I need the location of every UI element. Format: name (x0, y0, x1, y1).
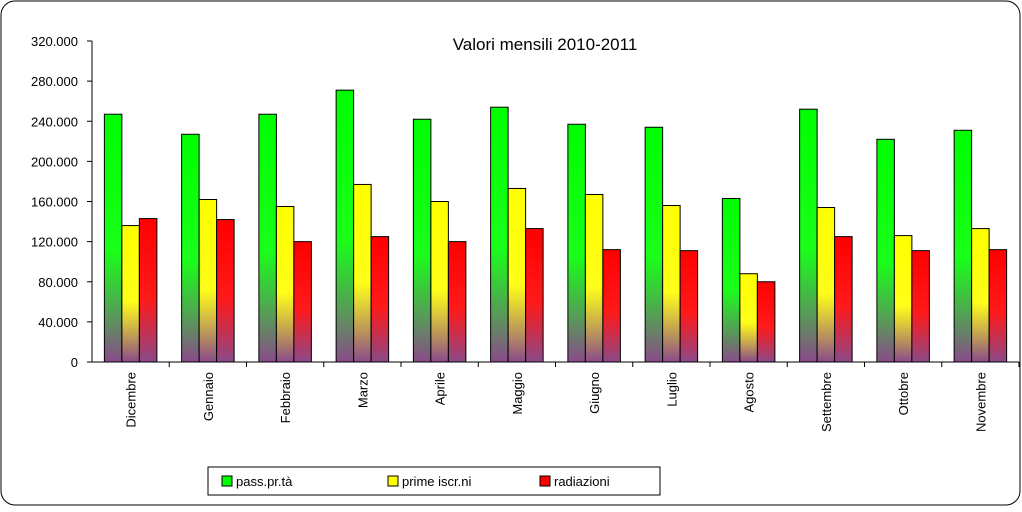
legend-swatch (387, 475, 399, 487)
bar (911, 250, 930, 363)
legend-label: radiazioni (554, 474, 610, 489)
bar (739, 273, 758, 363)
legend-label: prime iscr.ni (402, 474, 471, 489)
bar (602, 249, 621, 363)
bar (275, 206, 295, 363)
x-tick-label: Luglio (664, 372, 679, 407)
bar (103, 113, 123, 363)
bar (412, 118, 432, 363)
bar (799, 108, 818, 363)
bar (567, 123, 586, 363)
bar (353, 183, 372, 363)
bar (258, 113, 277, 363)
y-tick-label: 0 (71, 355, 78, 370)
bar (893, 235, 913, 363)
bar (216, 219, 235, 363)
bar (121, 225, 140, 363)
legend-box (207, 466, 661, 496)
bar (507, 187, 527, 363)
bar (679, 250, 699, 363)
y-tick-label: 80.000 (38, 275, 78, 290)
chart-title: Valori mensili 2010-2011 (453, 35, 638, 54)
x-tick-label: Ottobre (896, 372, 911, 415)
bar (662, 205, 681, 363)
bar (721, 197, 741, 363)
bar (370, 236, 390, 363)
x-tick-label: Gennaio (201, 372, 216, 421)
legend: pass.pr.tà prime iscr.ni radiazioni (207, 466, 661, 496)
bar (198, 198, 218, 363)
y-tick-label: 160.000 (31, 195, 78, 210)
bar (138, 218, 158, 363)
legend-swatch (539, 475, 551, 487)
bar (430, 201, 449, 363)
y-tick-label: 280.000 (31, 74, 78, 89)
bar (490, 106, 509, 363)
bar (181, 133, 200, 363)
bar (447, 241, 467, 363)
x-tick-label: Marzo (355, 372, 370, 408)
y-tick-label: 120.000 (31, 235, 78, 250)
x-tick-label: Maggio (510, 372, 525, 415)
x-tick-label: Settembre (819, 372, 834, 432)
x-tick-label: Aprile (433, 372, 448, 405)
bar (953, 129, 973, 363)
x-tick-label: Novembre (973, 372, 988, 432)
x-tick-label: Giugno (587, 372, 602, 414)
bar (335, 89, 355, 363)
bar (525, 228, 544, 363)
bar (816, 207, 836, 363)
legend-label: pass.pr.tà (236, 474, 293, 489)
x-tick-label: Dicembre (124, 372, 139, 428)
y-tick-label: 320.000 (31, 34, 78, 49)
y-tick-label: 200.000 (31, 154, 78, 169)
bar (834, 236, 853, 363)
x-tick-label: Febbraio (278, 372, 293, 423)
y-tick-label: 240.000 (31, 114, 78, 129)
bar (584, 193, 604, 363)
bar (756, 281, 776, 363)
bar (876, 138, 895, 363)
bar (293, 241, 312, 363)
x-tick-label: Agosto (742, 372, 757, 412)
bar (988, 249, 1008, 363)
y-tick-label: 40.000 (38, 315, 78, 330)
bar (971, 228, 990, 363)
bar (644, 126, 664, 363)
legend-swatch (221, 475, 233, 487)
